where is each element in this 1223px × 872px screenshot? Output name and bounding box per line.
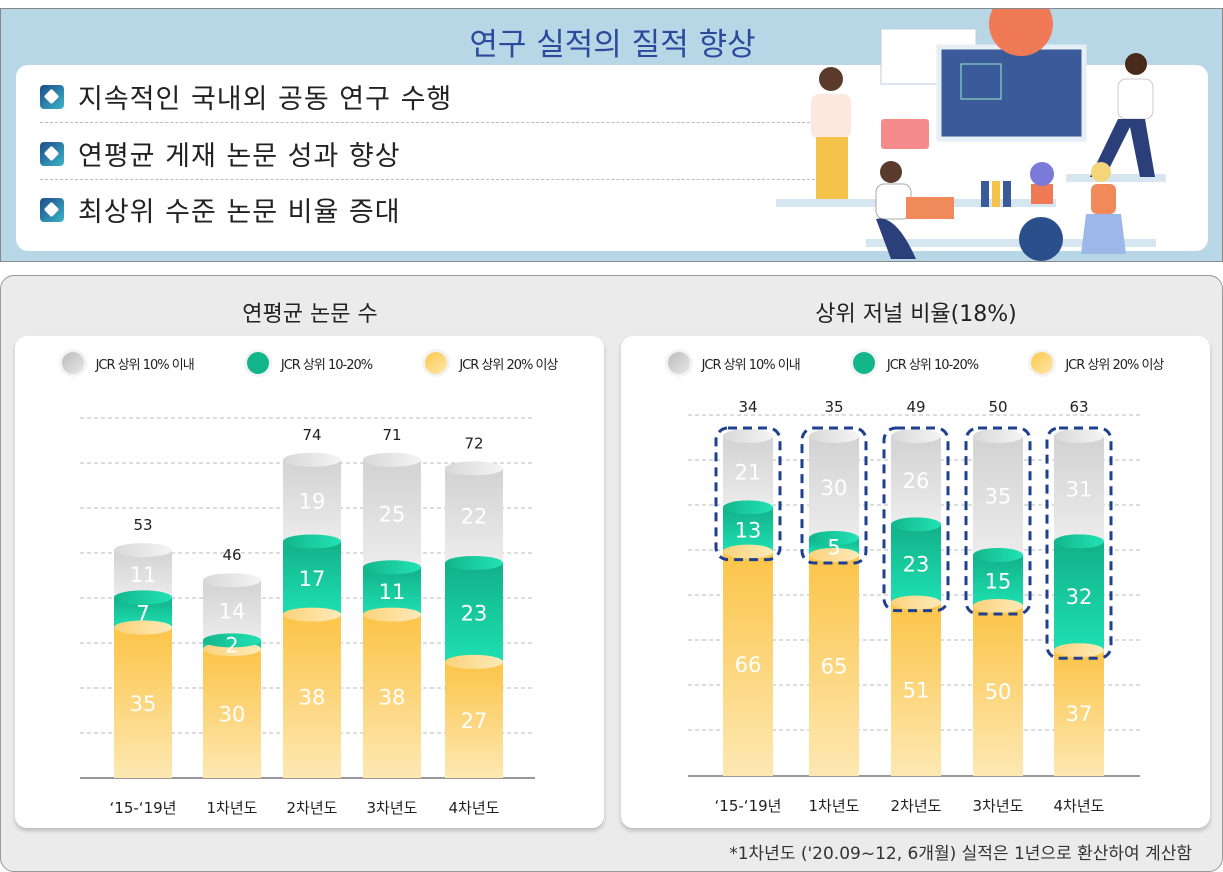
diamond-arrow-icon [40,84,64,109]
summary-panel: 연구 실적의 질적 향상 지속적인 국내외 공동 연구 수행 연평균 게재 논문… [0,8,1223,262]
legend-label: JCR 상위 20% 이상 [1065,357,1164,373]
legend-item: JCR 상위 20% 이상 [1031,352,1164,374]
legend-item: JCR 상위 10% 이내 [667,352,801,374]
legend-label: JCR 상위 10% 이내 [701,357,801,373]
legend-swatch-gold [1031,352,1054,374]
legend-item: JCR 상위 10% 이내 [61,352,195,374]
legend-label: JCR 상위 10-20% [280,357,373,373]
diamond-arrow-icon [40,141,64,166]
legend-item: JCR 상위 20% 이상 [425,352,558,374]
chart-card-top-journal-ratio: JCR 상위 10% 이내 JCR 상위 10-20% JCR 상위 20% 이… [621,336,1210,828]
legend-swatch-gray [61,352,84,374]
legend-label: JCR 상위 20% 이상 [459,357,558,373]
charts-panel: 연평균 논문 수 상위 저널 비율(18%) JCR 상위 10% 이내 JCR… [0,275,1223,872]
page-title: 연구 실적의 질적 향상 [469,27,756,63]
legend-swatch-gold [425,352,448,374]
legend-label: JCR 상위 10% 이내 [95,357,195,373]
diamond-arrow-icon [40,197,64,222]
legend-item: JCR 상위 10-20% [852,352,979,374]
research-illustration [776,9,1166,261]
footnote: *1차년도 ('20.09~12, 6개월) 실적은 1년으로 환산하여 계산함 [729,844,1192,864]
bullet-item: 지속적인 국내외 공동 연구 수행 [40,77,452,116]
chart-title-annual-papers: 연평균 논문 수 [242,302,378,327]
divider [40,179,840,180]
bullet-text: 지속적인 국내외 공동 연구 수행 [78,84,453,115]
legend-swatch-gray [667,352,690,374]
bullet-item: 최상위 수준 논문 비율 증대 [40,190,401,229]
bullet-item: 연평균 게재 논문 성과 향상 [40,134,401,173]
legend-swatch-green [246,352,269,374]
legend-item: JCR 상위 10-20% [246,352,373,374]
legend: JCR 상위 10% 이내 JCR 상위 10-20% JCR 상위 20% 이… [15,352,604,374]
chart-title-top-journal-ratio: 상위 저널 비율(18%) [815,302,1017,327]
bullet-text: 연평균 게재 논문 성과 향상 [78,141,401,172]
divider [40,122,840,123]
chart-card-annual-papers: JCR 상위 10% 이내 JCR 상위 10-20% JCR 상위 20% 이… [15,336,604,828]
legend-swatch-green [852,352,875,374]
legend-label: JCR 상위 10-20% [886,357,979,373]
bullet-text: 최상위 수준 논문 비율 증대 [78,197,401,228]
legend: JCR 상위 10% 이내 JCR 상위 10-20% JCR 상위 20% 이… [621,352,1210,374]
